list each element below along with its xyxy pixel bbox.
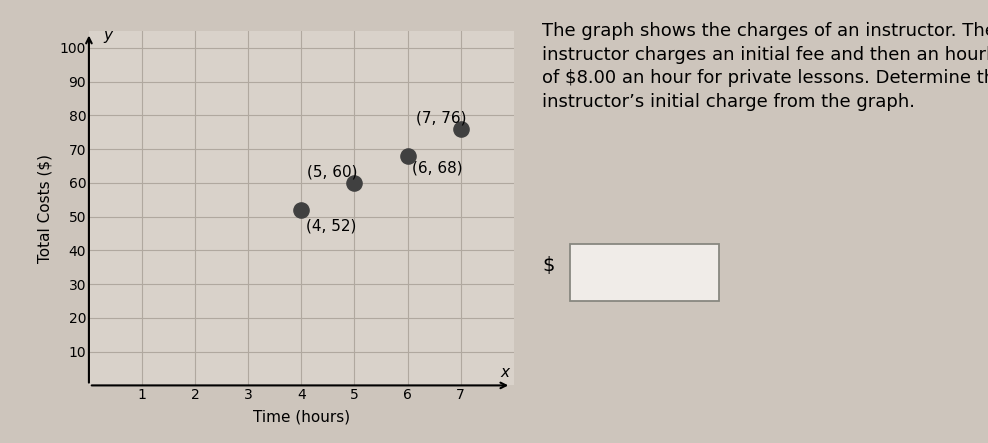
Point [399, 152, 415, 159]
Point [453, 125, 468, 132]
Text: $: $ [542, 256, 554, 275]
Text: (6, 68): (6, 68) [412, 161, 462, 176]
Text: (7, 76): (7, 76) [416, 110, 466, 125]
Point [293, 206, 309, 214]
Text: y: y [104, 28, 113, 43]
Y-axis label: Total Costs ($): Total Costs ($) [38, 154, 52, 263]
Point [347, 179, 363, 187]
X-axis label: Time (hours): Time (hours) [253, 409, 350, 424]
Text: The graph shows the charges of an instructor. The
instructor charges an initial : The graph shows the charges of an instru… [542, 22, 988, 111]
Text: (4, 52): (4, 52) [305, 218, 356, 233]
Text: x: x [501, 365, 510, 381]
FancyBboxPatch shape [570, 244, 718, 301]
Text: (5, 60): (5, 60) [306, 164, 357, 179]
